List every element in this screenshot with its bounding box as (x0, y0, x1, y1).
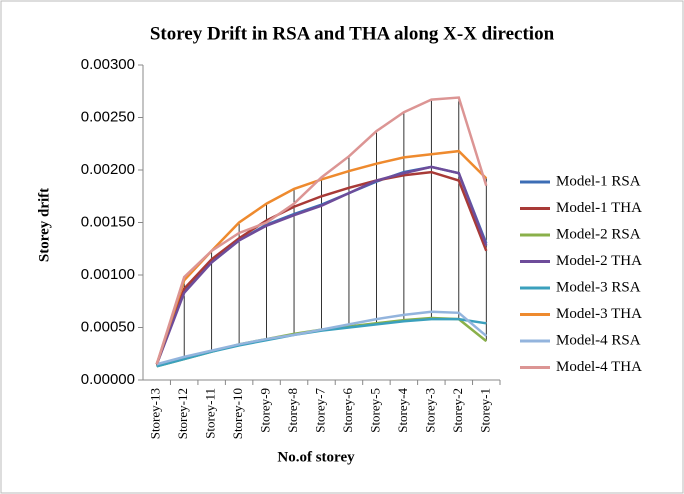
legend-label: Model-2 THA (556, 253, 642, 269)
legend-label: Model-1 THA (556, 200, 642, 216)
x-tick-label: Storey-11 (203, 388, 218, 439)
y-tick-label: 0.00300 (81, 56, 135, 73)
y-axis-label: Storey drift (36, 188, 52, 262)
legend-label: Model-3 RSA (556, 279, 641, 295)
series-line (155, 170, 488, 365)
y-tick-label: 0.00250 (81, 108, 135, 125)
x-tick-label: Storey-2 (450, 388, 465, 433)
x-tick-label: Storey-7 (312, 388, 327, 433)
y-tick-label: 0.00000 (81, 371, 135, 388)
series-line (155, 96, 488, 365)
legend-label: Model-1 RSA (556, 173, 641, 189)
x-tick-label: Storey-4 (395, 388, 410, 433)
x-axis-label: No.of storey (277, 449, 355, 465)
x-tick-label: Storey-13 (148, 388, 163, 439)
y-tick-label: 0.00050 (81, 318, 135, 335)
series-line (155, 165, 488, 365)
legend-label: Model-4 THA (556, 359, 642, 375)
x-tick-label: Storey-10 (230, 388, 245, 439)
x-tick-label: Storey-9 (258, 388, 273, 433)
x-tick-label: Storey-3 (422, 388, 437, 433)
legend-label: Model-3 THA (556, 306, 642, 322)
y-tick-label: 0.00100 (81, 266, 135, 283)
legend-label: Model-2 RSA (556, 226, 641, 242)
y-tick-label: 0.00200 (81, 161, 135, 178)
x-tick-label: Storey-1 (477, 388, 492, 433)
x-tick-label: Storey-8 (285, 388, 300, 433)
series-line (156, 310, 488, 366)
x-tick-label: Storey-12 (175, 388, 190, 439)
x-tick-label: Storey-5 (367, 388, 382, 433)
x-tick-label: Storey-6 (340, 388, 355, 433)
y-tick-label: 0.00150 (81, 213, 135, 230)
legend-label: Model-4 RSA (556, 332, 641, 348)
chart-title: Storey Drift in RSA and THA along X-X di… (150, 23, 555, 44)
